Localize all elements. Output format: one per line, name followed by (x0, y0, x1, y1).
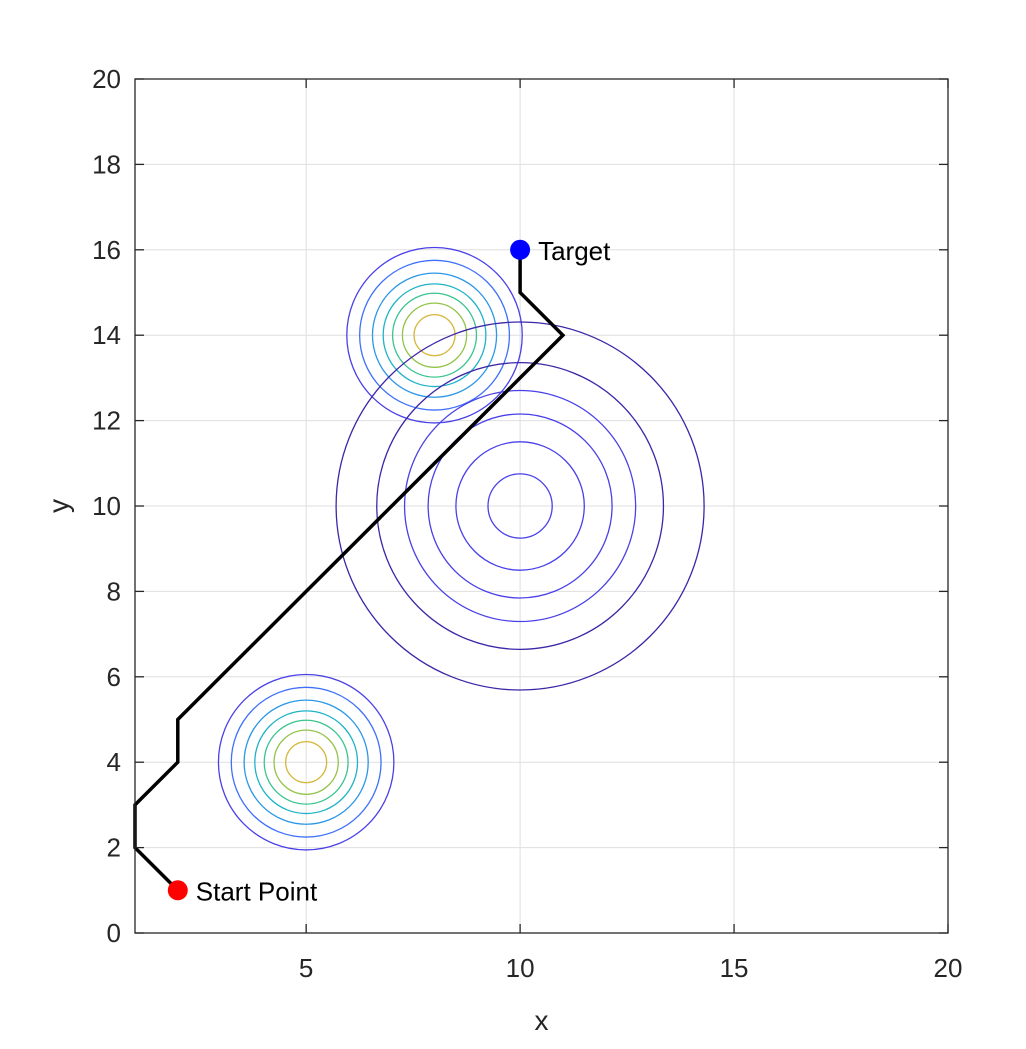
start-point-marker (167, 880, 188, 901)
y-tick-label: 20 (92, 64, 121, 94)
path-line (133, 249, 566, 892)
contour-lines (217, 246, 705, 851)
axes (134, 78, 949, 934)
y-tick-label: 6 (107, 662, 121, 692)
contour-ring (254, 710, 359, 815)
contour-ring (487, 473, 553, 539)
y-tick-label: 18 (92, 149, 121, 179)
start-point-label: Start Point (196, 876, 318, 906)
y-tick-label: 10 (92, 491, 121, 521)
x-tick-label: 10 (506, 953, 535, 983)
contour-ring (413, 314, 456, 357)
x-tick-label: 20 (934, 953, 963, 983)
y-tick-label: 8 (107, 576, 121, 606)
grid-lines (135, 78, 949, 934)
contour-ring (371, 272, 498, 398)
y-tick-label: 2 (107, 833, 121, 863)
contour-ring (217, 673, 395, 851)
contour-ring (263, 719, 349, 805)
contour-ring (401, 302, 468, 368)
contour-ring (382, 283, 487, 388)
y-tick-label: 4 (107, 747, 121, 777)
x-tick-label: 5 (299, 953, 313, 983)
contour-ring (376, 362, 665, 650)
target-label: Target (538, 236, 611, 266)
contour-ring (284, 741, 328, 784)
y-tick-label: 0 (107, 918, 121, 948)
x-tick-label: 15 (720, 953, 749, 983)
y-tick-label: 16 (92, 235, 121, 265)
contour-ring (455, 441, 585, 571)
tick-labels: 5 10 15 20 0 2 4 6 8 10 12 14 16 18 20 (92, 64, 962, 983)
contour-ring (335, 321, 705, 691)
contour-ring (391, 292, 478, 378)
contour-ring (403, 389, 637, 623)
contour-ring (243, 699, 369, 825)
contour-ring (346, 246, 523, 424)
path-series (133, 249, 566, 892)
target-marker (510, 239, 531, 260)
point-markers: Start Point Target (167, 236, 611, 906)
x-axis-title: x (535, 1005, 549, 1036)
contour-ring (358, 259, 511, 411)
contour-ring (273, 729, 339, 795)
contour-ring (427, 413, 613, 599)
contour-ring (230, 686, 382, 838)
y-axis-title: y (43, 499, 74, 513)
y-tick-label: 12 (92, 406, 121, 436)
y-tick-label: 14 (92, 320, 121, 350)
